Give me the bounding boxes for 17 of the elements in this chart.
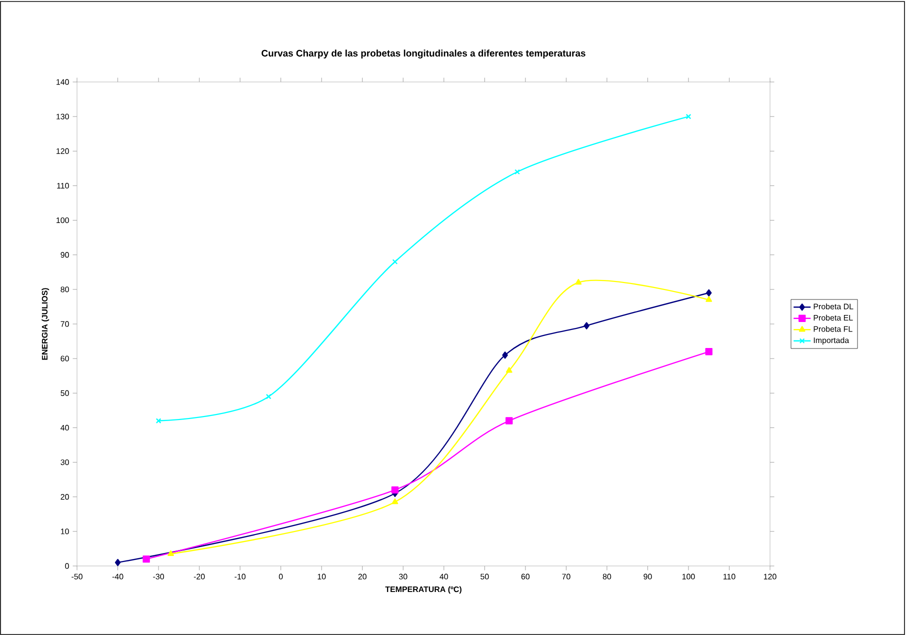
point: [391, 486, 399, 494]
point: [392, 259, 398, 264]
point: [706, 296, 712, 302]
point: [506, 367, 512, 373]
point: [584, 322, 590, 330]
point: [168, 550, 174, 556]
point: [706, 289, 712, 296]
point: [142, 555, 150, 563]
point: [114, 558, 121, 566]
point: [705, 348, 712, 356]
point: [392, 498, 398, 504]
point: [266, 394, 272, 400]
point: [575, 278, 582, 285]
point: [502, 352, 508, 359]
point: [506, 417, 513, 424]
point: [514, 169, 520, 175]
chart-title: Curvas Charpy de las probetas longitudinales a diferentes temperaturas: [262, 50, 586, 58]
